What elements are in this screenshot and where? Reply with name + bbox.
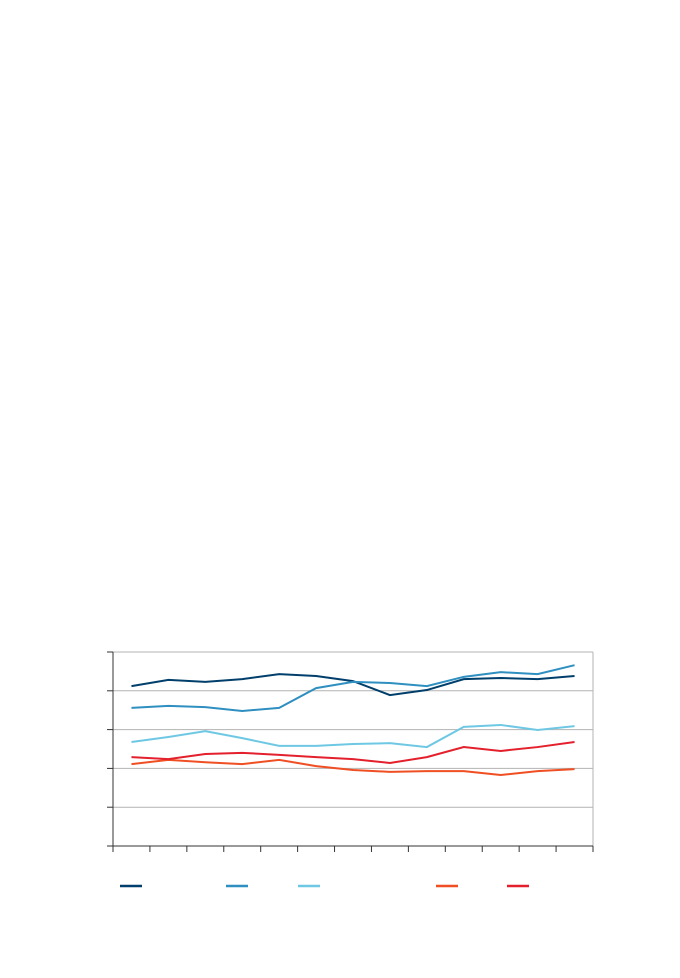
series-line: [131, 741, 575, 764]
series-line: [131, 758, 575, 777]
series-line: [131, 664, 575, 712]
series-line: [131, 723, 575, 749]
